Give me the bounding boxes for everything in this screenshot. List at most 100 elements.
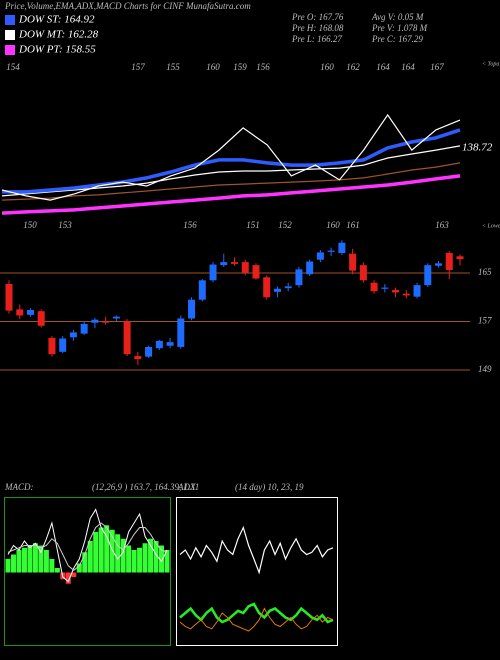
date-label: 154: [6, 62, 20, 72]
macd-bar: [164, 550, 170, 573]
macd-bar: [148, 538, 154, 573]
adx-frame: [176, 497, 338, 646]
legend-label: DOW MT: 162.28: [18, 29, 99, 41]
candle-body: [392, 290, 400, 293]
candle-body: [381, 287, 389, 289]
date-label: 164: [376, 62, 390, 72]
adx-line: [179, 525, 334, 575]
candle-body: [231, 262, 238, 264]
candle-body: [456, 256, 464, 260]
candle-body: [435, 263, 443, 266]
candle-body: [112, 316, 120, 319]
macd-bar: [43, 550, 49, 573]
candle-body: [48, 337, 56, 355]
date-label: 157: [131, 62, 145, 72]
stat: Pre C: 167.29: [371, 34, 423, 44]
legend-swatch: [5, 15, 15, 25]
macd-bar: [115, 534, 121, 573]
candle-body: [424, 265, 432, 286]
candle-body: [349, 253, 357, 271]
candle-body: [102, 321, 110, 323]
macd-bar: [98, 527, 104, 573]
macd-label: MACD:: [4, 482, 34, 492]
corner-label: < Lower: [482, 223, 500, 229]
adx-label: ADX: [177, 482, 196, 492]
date-label: 159: [233, 62, 247, 72]
candle-body: [80, 323, 88, 334]
ema-line: [1, 174, 461, 215]
macd-bar: [49, 559, 55, 573]
candle-body: [198, 280, 206, 300]
macd-bar: [93, 532, 99, 573]
candle-body: [166, 342, 174, 346]
macd-bar: [54, 568, 60, 573]
macd-bar: [104, 525, 110, 573]
date-label: 160: [320, 62, 334, 72]
candle-body: [263, 277, 271, 298]
candle-body: [316, 252, 324, 260]
macd-bar: [82, 552, 88, 573]
candle-body: [209, 264, 217, 281]
candle-body: [306, 261, 314, 275]
candle-body: [359, 265, 367, 281]
candle-body: [37, 311, 45, 326]
macd-bar: [21, 547, 27, 573]
macd-bar: [32, 543, 38, 573]
candle-body: [123, 321, 131, 355]
date-label: 156: [256, 62, 270, 72]
macd-frame: [4, 497, 171, 646]
y-tick-label: 149: [478, 364, 492, 374]
macd-line: [7, 522, 168, 571]
legend-swatch: [5, 30, 15, 40]
stat: Avg V: 0.05 M: [371, 12, 424, 22]
candle-body: [338, 242, 346, 254]
macd-bar: [76, 563, 82, 573]
macd-bar: [153, 541, 159, 573]
stat: Pre V: 1.078 M: [371, 23, 428, 33]
macd-bar: [126, 545, 132, 573]
macd-bar: [142, 543, 148, 573]
candle-body: [445, 253, 453, 270]
date-label: 150: [23, 220, 37, 230]
candle-body: [413, 285, 421, 297]
candle-body: [252, 265, 260, 279]
ema-line: [2, 128, 461, 194]
date-label: 160: [206, 62, 220, 72]
date-label: 164: [401, 62, 415, 72]
adx-line: [179, 607, 334, 632]
date-label: 152: [278, 220, 292, 230]
legend-label: DOW ST: 164.92: [18, 14, 95, 26]
legend-label: DOW PT: 158.55: [18, 44, 96, 56]
last-label: 138.72: [462, 142, 493, 154]
macd-bar: [87, 541, 93, 573]
candle-body: [188, 299, 196, 319]
date-label: 167: [430, 62, 444, 72]
date-label: 155: [166, 62, 180, 72]
candle-body: [26, 310, 34, 315]
macd-bar: [5, 559, 11, 573]
candle-body: [5, 283, 13, 311]
adx-params: (14 day) 10, 23, 19: [235, 482, 304, 492]
stat: Pre O: 167.76: [291, 12, 344, 22]
macd-bar: [159, 545, 165, 573]
candle-body: [241, 262, 249, 273]
date-label: 156: [183, 220, 197, 230]
candle-body: [177, 318, 185, 347]
y-tick-label: 165: [478, 267, 492, 277]
candle-body: [402, 293, 410, 296]
chart-title: Price,Volume,EMA,ADX,MACD Charts for CIN…: [4, 1, 251, 11]
macd-bar: [27, 545, 33, 573]
macd-line: [7, 508, 168, 583]
candle-body: [59, 338, 67, 352]
candle-body: [91, 319, 99, 323]
candle-body: [273, 288, 281, 292]
macd-bar: [109, 529, 115, 573]
macd-bar: [65, 572, 71, 584]
date-label: 163: [435, 220, 449, 230]
y-tick-label: 157: [478, 316, 492, 326]
candle-body: [220, 262, 228, 266]
adx-line: [179, 602, 334, 624]
candle-body: [134, 356, 142, 360]
